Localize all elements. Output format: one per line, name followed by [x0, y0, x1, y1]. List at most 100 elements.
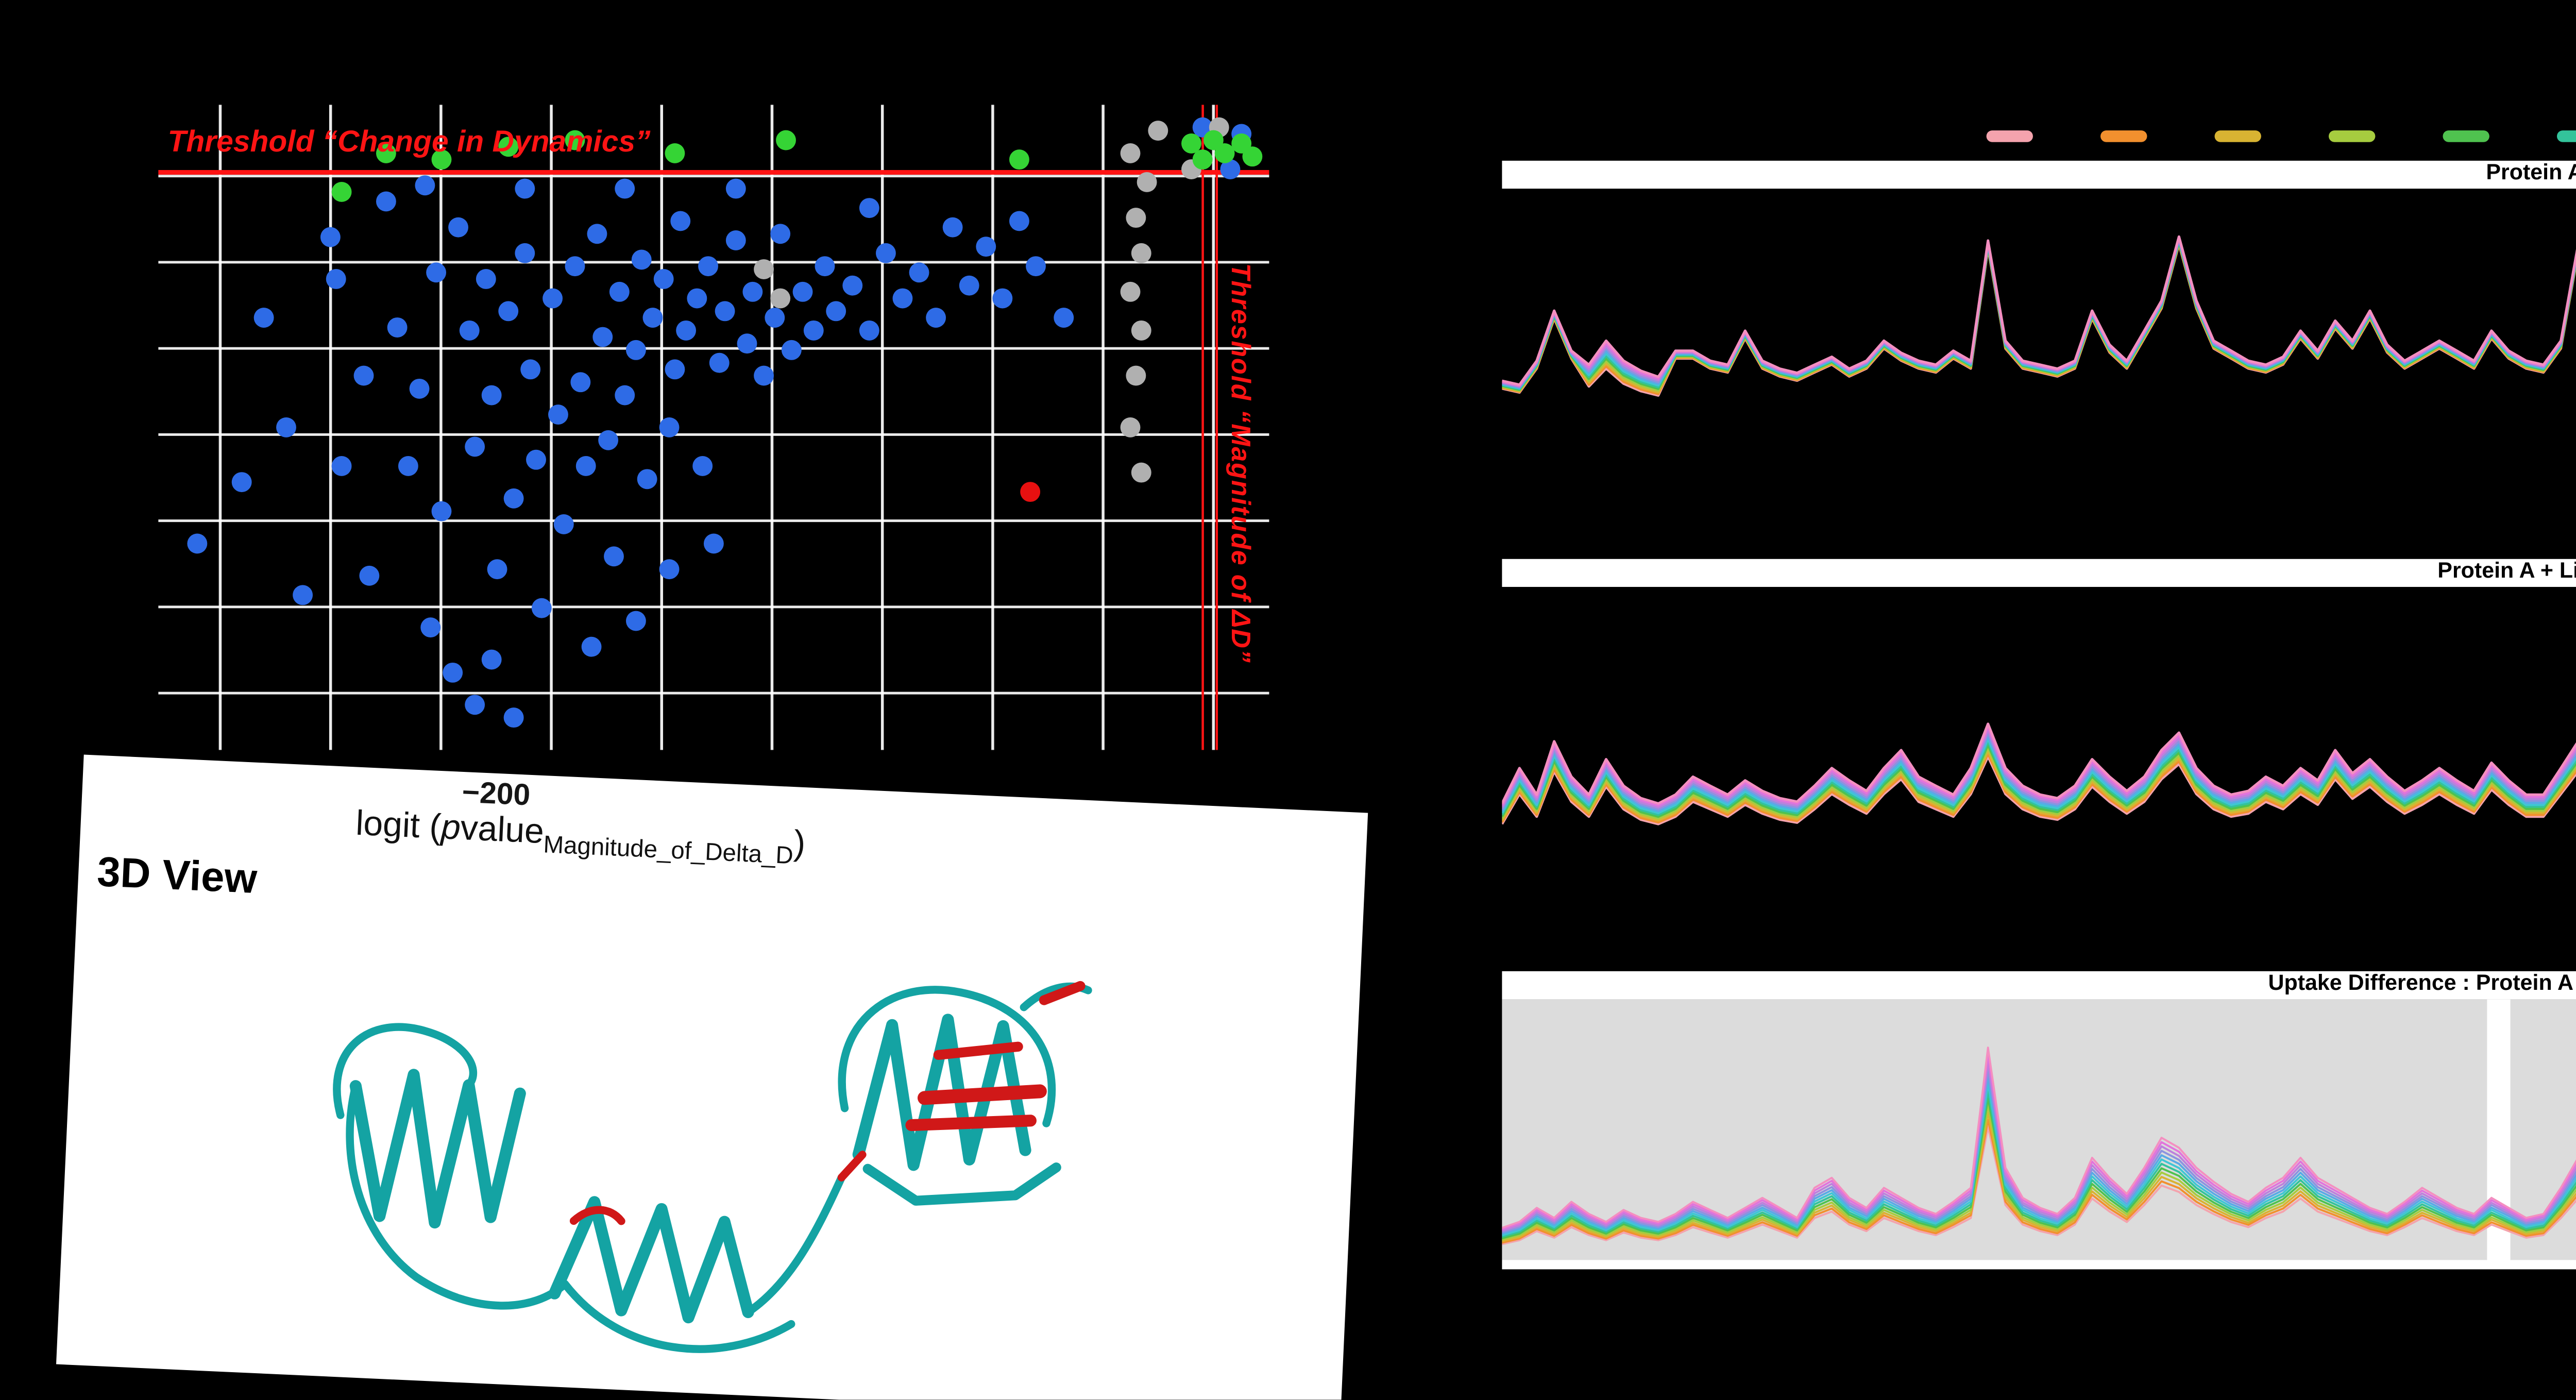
- scatter-point[interactable]: [676, 320, 697, 341]
- protein-structure[interactable]: [84, 886, 1315, 1400]
- scatter-point[interactable]: [526, 449, 546, 470]
- scatter-point[interactable]: [565, 130, 585, 150]
- 3d-view-panel[interactable]: −200 logit (pvalueMagnitude_of_Delta_D) …: [56, 754, 1368, 1400]
- scatter-point[interactable]: [859, 198, 879, 218]
- uptake-trace[interactable]: [1502, 755, 2576, 832]
- scatter-point[interactable]: [976, 237, 996, 257]
- scatter-point[interactable]: [1192, 149, 1213, 170]
- scatter-point[interactable]: [1009, 149, 1029, 170]
- scatter-point[interactable]: [1131, 243, 1151, 263]
- scatter-point[interactable]: [1126, 365, 1146, 386]
- scatter-point[interactable]: [448, 217, 468, 238]
- uptake-trace[interactable]: [1502, 1047, 2576, 1229]
- scatter-point[interactable]: [665, 359, 685, 380]
- scatter-point[interactable]: [359, 565, 380, 586]
- scatter-point[interactable]: [1026, 256, 1046, 277]
- scatter-point[interactable]: [409, 378, 430, 399]
- uptake-trace[interactable]: [1502, 1104, 2576, 1241]
- scatter-point[interactable]: [770, 224, 791, 244]
- scatter-point[interactable]: [353, 365, 374, 386]
- scatter-point[interactable]: [1054, 308, 1074, 328]
- scatter-point[interactable]: [909, 262, 929, 283]
- uptake-trace[interactable]: [1502, 709, 2576, 813]
- scatter-point[interactable]: [598, 430, 619, 450]
- scatter-point[interactable]: [992, 288, 1013, 309]
- uptake-trace[interactable]: [1502, 746, 2576, 826]
- scatter-point[interactable]: [781, 340, 802, 360]
- scatter-point[interactable]: [443, 662, 463, 683]
- scatter-point[interactable]: [481, 649, 502, 670]
- uptake-trace[interactable]: [1502, 694, 2576, 809]
- scatter-point[interactable]: [376, 191, 396, 212]
- scatter-point[interactable]: [398, 456, 418, 476]
- scatter-point[interactable]: [331, 456, 352, 476]
- scatter-point[interactable]: [481, 385, 502, 406]
- scatter-point[interactable]: [431, 501, 452, 521]
- scatter-point[interactable]: [415, 175, 435, 196]
- uptake-trace[interactable]: [1502, 1054, 2576, 1230]
- scatter-point[interactable]: [692, 456, 713, 476]
- panel-header-protein-a[interactable]: Protein A: [1502, 160, 2576, 189]
- scatter-point[interactable]: [1214, 143, 1235, 163]
- scatter-point[interactable]: [1120, 143, 1141, 163]
- scatter-point[interactable]: [420, 617, 441, 638]
- scatter-point[interactable]: [1126, 208, 1146, 228]
- scatter-point[interactable]: [1131, 462, 1151, 483]
- scatter-point[interactable]: [587, 224, 607, 244]
- scatter-point[interactable]: [765, 308, 785, 328]
- scatter-point[interactable]: [698, 256, 718, 277]
- scatter-point[interactable]: [1120, 281, 1141, 302]
- scatter-point[interactable]: [1242, 146, 1263, 167]
- scatter-point[interactable]: [1203, 130, 1224, 150]
- scatter-point[interactable]: [531, 598, 552, 618]
- scatter-point[interactable]: [625, 340, 646, 360]
- uptake-trace[interactable]: [1502, 1068, 2576, 1234]
- uptake-trace[interactable]: [1502, 679, 2576, 805]
- uptake-trace[interactable]: [1502, 687, 2576, 807]
- uptake-trace[interactable]: [1502, 739, 2576, 823]
- scatter-point[interactable]: [575, 456, 596, 476]
- uptake-trace[interactable]: [1502, 731, 2576, 819]
- scatter-point[interactable]: [631, 249, 652, 270]
- legend-swatch[interactable]: [1986, 130, 2033, 141]
- legend-swatch[interactable]: [2214, 130, 2261, 141]
- scatter-point[interactable]: [326, 269, 346, 289]
- scatter-point[interactable]: [709, 352, 730, 373]
- scatter-point[interactable]: [859, 320, 879, 341]
- scatter-point[interactable]: [659, 417, 680, 437]
- uptake-trace[interactable]: [1502, 235, 2576, 386]
- scatter-point[interactable]: [687, 288, 707, 309]
- scatter-point[interactable]: [842, 275, 863, 296]
- volcano-points[interactable]: [158, 105, 1269, 750]
- scatter-point[interactable]: [1120, 417, 1141, 437]
- scatter-point[interactable]: [543, 288, 563, 309]
- scatter-point[interactable]: [792, 281, 813, 302]
- scatter-point[interactable]: [642, 308, 663, 328]
- scatter-point[interactable]: [520, 359, 541, 380]
- scatter-point[interactable]: [703, 533, 724, 554]
- scatter-point[interactable]: [465, 695, 485, 715]
- scatter-point[interactable]: [737, 333, 757, 354]
- scatter-point[interactable]: [476, 269, 496, 289]
- scatter-point[interactable]: [826, 301, 846, 322]
- scatter-point[interactable]: [942, 217, 963, 238]
- scatter-point[interactable]: [553, 514, 574, 534]
- uptake-trace[interactable]: [1502, 1126, 2576, 1245]
- scatter-point[interactable]: [231, 472, 252, 493]
- scatter-point[interactable]: [926, 308, 946, 328]
- uptake-trace[interactable]: [1502, 724, 2576, 817]
- uptake-trace[interactable]: [1502, 1083, 2576, 1237]
- scatter-point[interactable]: [959, 275, 979, 296]
- scatter-point[interactable]: [503, 488, 524, 509]
- legend-swatch[interactable]: [2443, 130, 2489, 141]
- scatter-point[interactable]: [653, 269, 674, 289]
- scatter-point[interactable]: [459, 320, 480, 341]
- scatter-point[interactable]: [609, 281, 630, 302]
- scatter-point[interactable]: [465, 436, 485, 457]
- scatter-point[interactable]: [659, 559, 680, 580]
- panel-header-uptake-difference[interactable]: Uptake Difference : Protein A - (Protein…: [1502, 971, 2576, 1000]
- uptake-trace[interactable]: [1502, 716, 2576, 814]
- scatter-point[interactable]: [503, 707, 524, 728]
- scatter-point[interactable]: [1148, 121, 1168, 141]
- uptake-chart-protein-a-ligand[interactable]: [1502, 659, 2576, 873]
